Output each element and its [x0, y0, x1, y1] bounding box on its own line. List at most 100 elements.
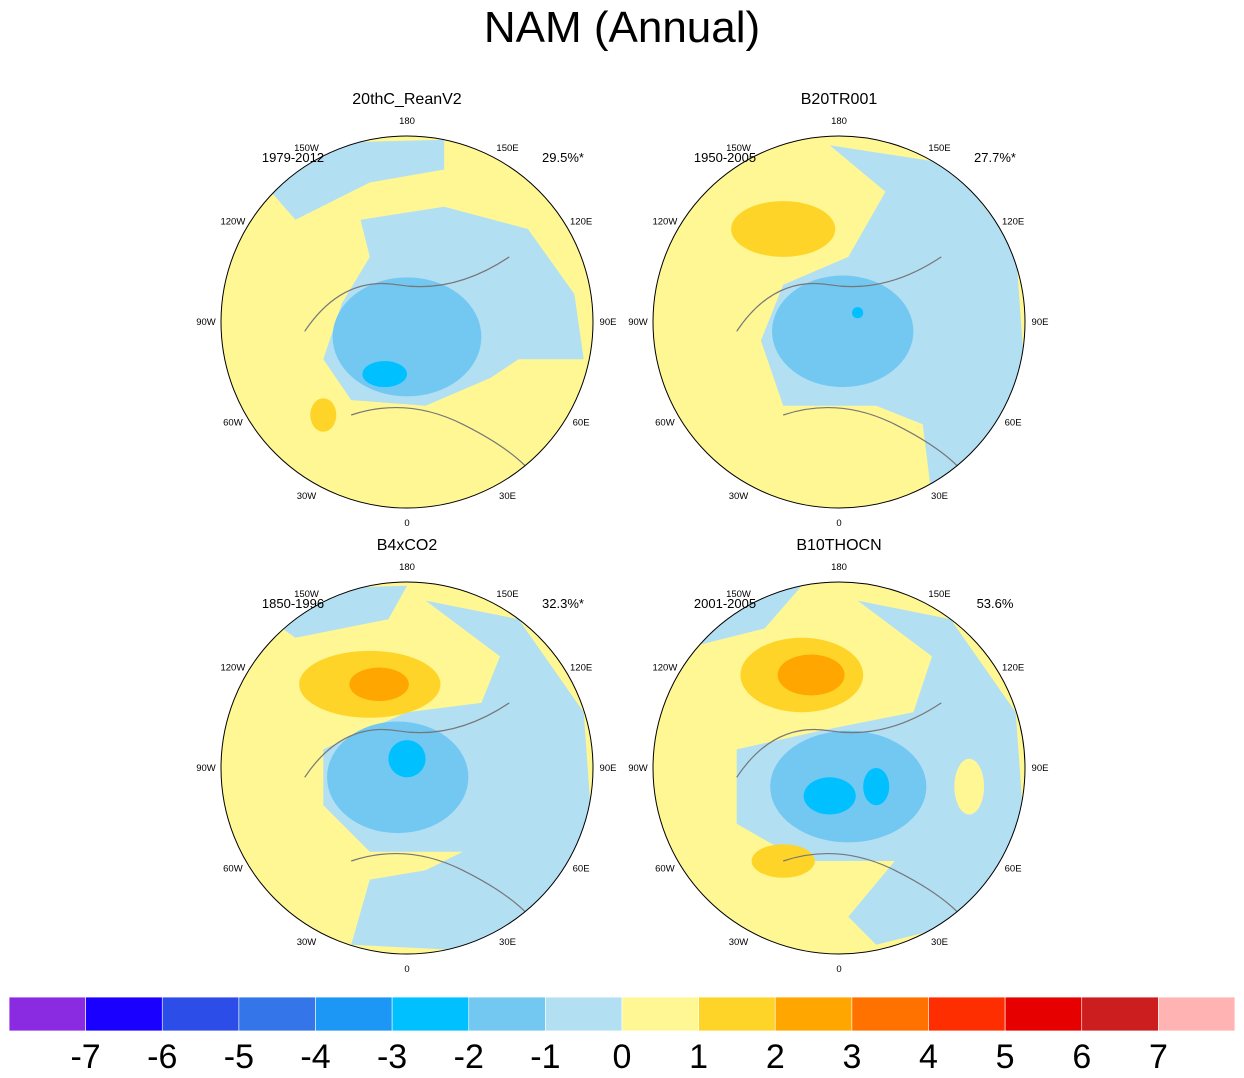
longitude-label: 30W: [297, 491, 317, 502]
panel-variance: 53.6%: [977, 596, 1014, 611]
longitude-label: 120W: [652, 217, 677, 228]
coastline: [736, 256, 970, 481]
longitude-label: 150E: [496, 589, 518, 600]
colorbar-swatch: [391, 996, 470, 1032]
longitude-label: 150W: [726, 589, 751, 600]
longitude-label: 60E: [573, 418, 590, 429]
contour-fill: [653, 582, 1025, 954]
longitude-label: 60E: [1005, 418, 1022, 429]
longitude-label: 90E: [600, 763, 617, 774]
longitude-label: 30E: [931, 937, 948, 948]
colorbar-swatch: [1081, 996, 1159, 1032]
coastline: [304, 702, 538, 927]
contour-region: [362, 361, 407, 388]
colorbar-swatch: [698, 996, 776, 1032]
colorbar-tick-label: 0: [613, 1038, 632, 1076]
colorbar-swatch: [545, 996, 623, 1032]
longitude-label: 120W: [220, 217, 245, 228]
longitude-label: 120W: [652, 663, 677, 674]
coastline: [304, 256, 538, 481]
longitude-label: 150E: [928, 143, 950, 154]
colorbar-swatch: [928, 996, 1006, 1032]
coastline: [736, 702, 970, 927]
panel-variance: 27.7%*: [974, 150, 1016, 165]
longitude-label: 120E: [570, 663, 592, 674]
map-panel: 20thC_ReanV2 1979-2012 29.5%* 180 150E 120E 90…: [196, 91, 616, 529]
colorbar-tick-label: -4: [300, 1038, 330, 1076]
colorbar-tick-label: 4: [919, 1038, 938, 1076]
longitude-label: 90E: [600, 317, 617, 328]
longitude-label: 30E: [499, 937, 516, 948]
panel-title: 20thC_ReanV2: [352, 91, 462, 108]
longitude-label: 0: [836, 964, 841, 975]
contour-region: [954, 758, 985, 815]
longitude-label: 150W: [294, 589, 319, 600]
longitude-label: 180: [399, 562, 415, 573]
longitude-label: 180: [831, 116, 847, 127]
contour-region: [349, 667, 409, 702]
longitude-label: 60W: [655, 418, 675, 429]
colorbar-tick-label: -1: [530, 1038, 560, 1076]
panel-period: 2001-2005: [694, 596, 756, 611]
colorbar-swatch: [161, 996, 240, 1032]
map-panel: B20TR001 1950-2005 27.7%* 180 150E 120E 90E 60E…: [628, 91, 1048, 529]
longitude-label: 60E: [573, 864, 590, 875]
colorbar-tick-label: 3: [842, 1038, 861, 1076]
contour-region: [852, 307, 864, 319]
map-border: [220, 135, 594, 509]
colorbar-swatch: [621, 996, 699, 1032]
longitude-label: 0: [404, 518, 409, 529]
longitude-label: 60W: [223, 864, 243, 875]
longitude-label: 60E: [1005, 864, 1022, 875]
panel-period: 1850-1996: [262, 596, 324, 611]
colorbar-swatch: [851, 996, 929, 1032]
colorbar-tick-label: -5: [224, 1038, 254, 1076]
colorbar-swatch: [238, 996, 316, 1032]
contour-region: [772, 275, 914, 388]
longitude-label: 90W: [628, 763, 648, 774]
colorbar-swatch: [8, 996, 86, 1032]
longitude-label: 150E: [496, 143, 518, 154]
panel-period: 1979-2012: [262, 150, 324, 165]
longitude-label: 180: [399, 116, 415, 127]
contour-region: [863, 768, 890, 806]
colorbar-tick-label: 5: [996, 1038, 1015, 1076]
longitude-label: 120E: [1002, 663, 1024, 674]
longitude-label: 30W: [297, 937, 317, 948]
longitude-label: 180: [831, 562, 847, 573]
page-title: NAM (Annual): [483, 3, 761, 52]
colorbar-swatch: [468, 996, 546, 1032]
map-panel: B4xCO2 1850-1996 32.3%* 180 150E 120E 90E 60E 30…: [196, 537, 616, 975]
longitude-label: 120W: [220, 663, 245, 674]
colorbar-swatch: [315, 996, 393, 1032]
longitude-label: 90W: [628, 317, 648, 328]
colorbar-tick-label: 7: [1149, 1038, 1168, 1076]
longitude-label: 90W: [196, 763, 216, 774]
colorbar-swatch: [1004, 996, 1083, 1032]
contour-region: [731, 201, 836, 257]
longitude-label: 90E: [1032, 763, 1049, 774]
contour-fill: [221, 582, 593, 954]
longitude-label: 150W: [294, 143, 319, 154]
panel-title: B20TR001: [801, 91, 878, 108]
colorbar-tick-label: -7: [70, 1038, 100, 1076]
colorbar-tick-label: 6: [1072, 1038, 1091, 1076]
map-border: [220, 581, 594, 955]
colorbar-tick-label: -6: [147, 1038, 177, 1076]
colorbar-swatch: [1158, 996, 1236, 1032]
contour-region: [388, 740, 426, 778]
longitude-label: 30W: [729, 491, 749, 502]
longitude-label: 30E: [499, 491, 516, 502]
longitude-label: 90W: [196, 317, 216, 328]
contour-region: [803, 777, 856, 815]
colorbar-tick-label: -3: [377, 1038, 407, 1076]
map-panel: B10THOCN 2001-2005 53.6% 180 150E 120E 90E 60E 3…: [628, 537, 1048, 975]
colorbar-tick-label: -2: [454, 1038, 484, 1076]
map-border: [652, 135, 1026, 509]
longitude-label: 60W: [655, 864, 675, 875]
longitude-label: 30W: [729, 937, 749, 948]
panel-title: B4xCO2: [377, 537, 438, 554]
longitude-label: 0: [836, 518, 841, 529]
panel-title: B10THOCN: [796, 537, 881, 554]
